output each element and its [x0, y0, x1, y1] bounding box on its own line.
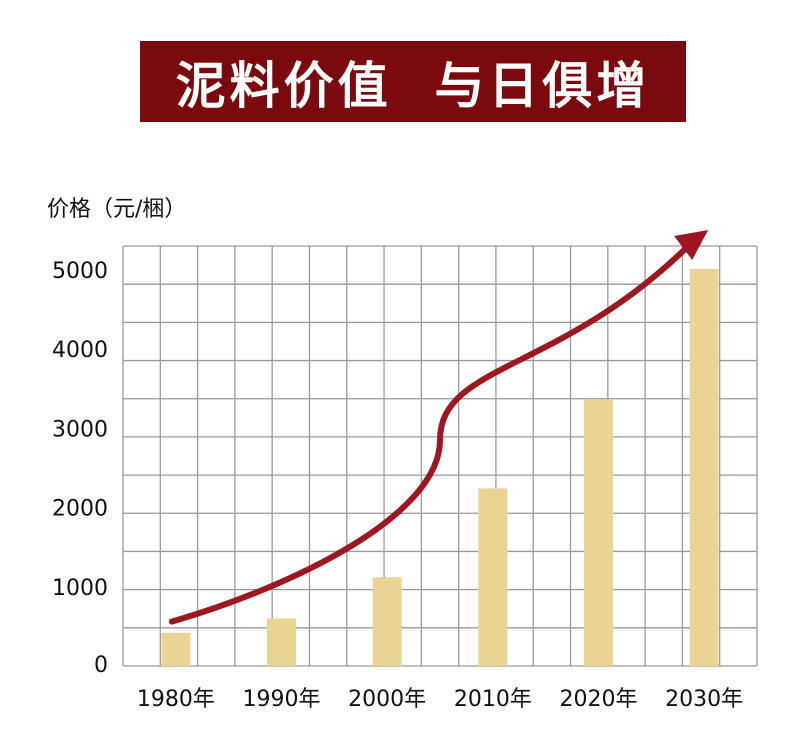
y-tick-label: 0 [94, 653, 108, 678]
x-tick-label: 2030年 [665, 687, 743, 712]
y-tick-label: 5000 [52, 259, 108, 284]
y-tick-label: 4000 [52, 338, 108, 363]
x-axis-ticks: 1980年 1990年 2000年 2010年 2020年 2030年 [137, 687, 743, 712]
x-tick-label: 1990年 [243, 687, 321, 712]
bar [584, 399, 613, 666]
bar [478, 488, 508, 666]
bar [372, 577, 402, 666]
x-tick-label: 2010年 [454, 687, 532, 712]
bar [161, 632, 191, 666]
bar [267, 618, 296, 666]
y-tick-label: 1000 [52, 576, 108, 601]
y-axis-label: 价格（元/梱） [47, 197, 186, 222]
bar [689, 268, 719, 666]
x-tick-label: 1980年 [137, 687, 215, 712]
trend-arrow-head [674, 229, 709, 260]
chart-title: 泥料价值 与日俱增 [175, 55, 651, 115]
trend-arrow-curve [168, 246, 688, 625]
y-tick-label: 3000 [52, 417, 108, 442]
bars [161, 268, 719, 666]
title-banner: 泥料价值 与日俱增 [140, 41, 686, 122]
y-axis-ticks: 0 1000 2000 3000 4000 5000 [52, 259, 108, 678]
trend-arrow [168, 229, 709, 625]
x-tick-label: 2000年 [348, 687, 426, 712]
y-tick-label: 2000 [52, 497, 108, 522]
x-tick-label: 2020年 [560, 687, 638, 712]
